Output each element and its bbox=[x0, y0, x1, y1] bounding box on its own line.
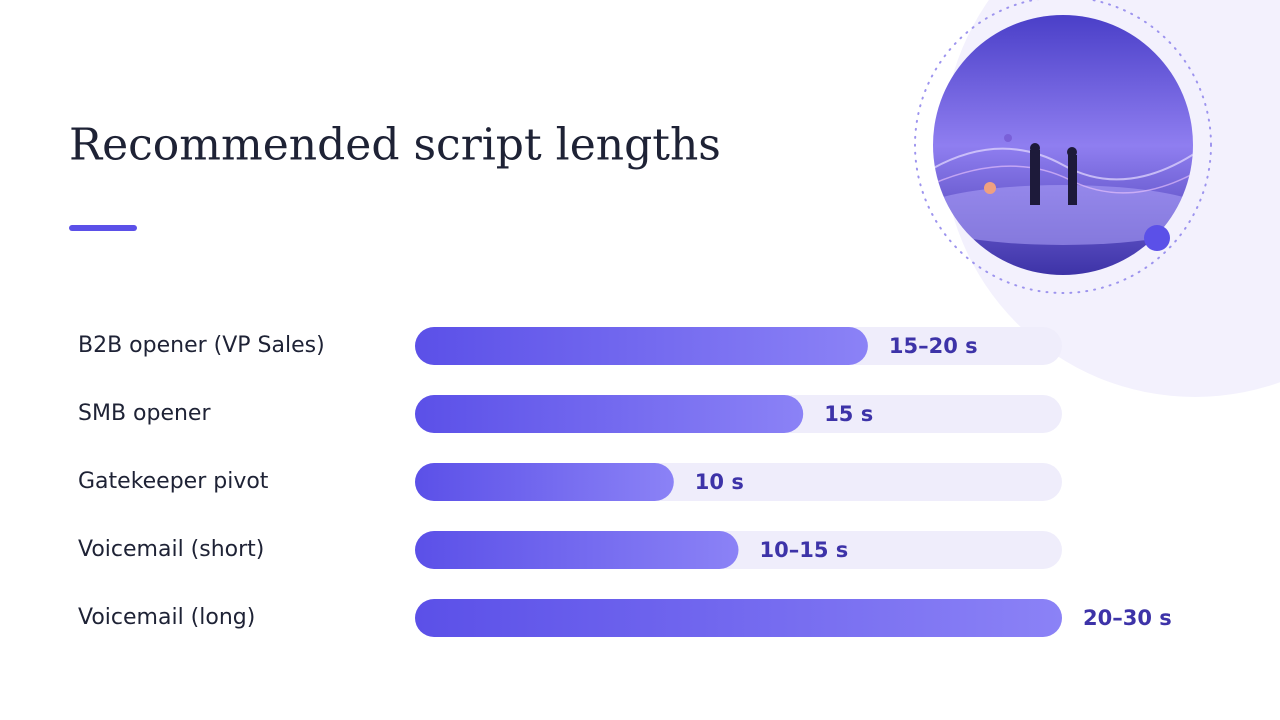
accent-line bbox=[69, 225, 137, 231]
bar bbox=[415, 531, 739, 569]
value-label: 15 s bbox=[824, 402, 873, 426]
bar bbox=[415, 327, 868, 365]
category-label: B2B opener (VP Sales) bbox=[78, 333, 325, 358]
value-label: 10 s bbox=[695, 470, 744, 494]
category-label: Voicemail (long) bbox=[78, 605, 255, 630]
category-label: Voicemail (short) bbox=[78, 537, 264, 562]
chart-title: Recommended script lengths bbox=[69, 120, 721, 171]
value-label: 15–20 s bbox=[889, 334, 978, 358]
value-label: 10–15 s bbox=[760, 538, 849, 562]
bar bbox=[415, 599, 1062, 637]
dotted-ring bbox=[914, 0, 1212, 294]
category-label: SMB opener bbox=[78, 401, 211, 426]
value-label: 20–30 s bbox=[1083, 606, 1172, 630]
decor-dot bbox=[1144, 225, 1170, 251]
bar bbox=[415, 463, 674, 501]
category-label: Gatekeeper pivot bbox=[78, 469, 269, 494]
bar bbox=[415, 395, 804, 433]
